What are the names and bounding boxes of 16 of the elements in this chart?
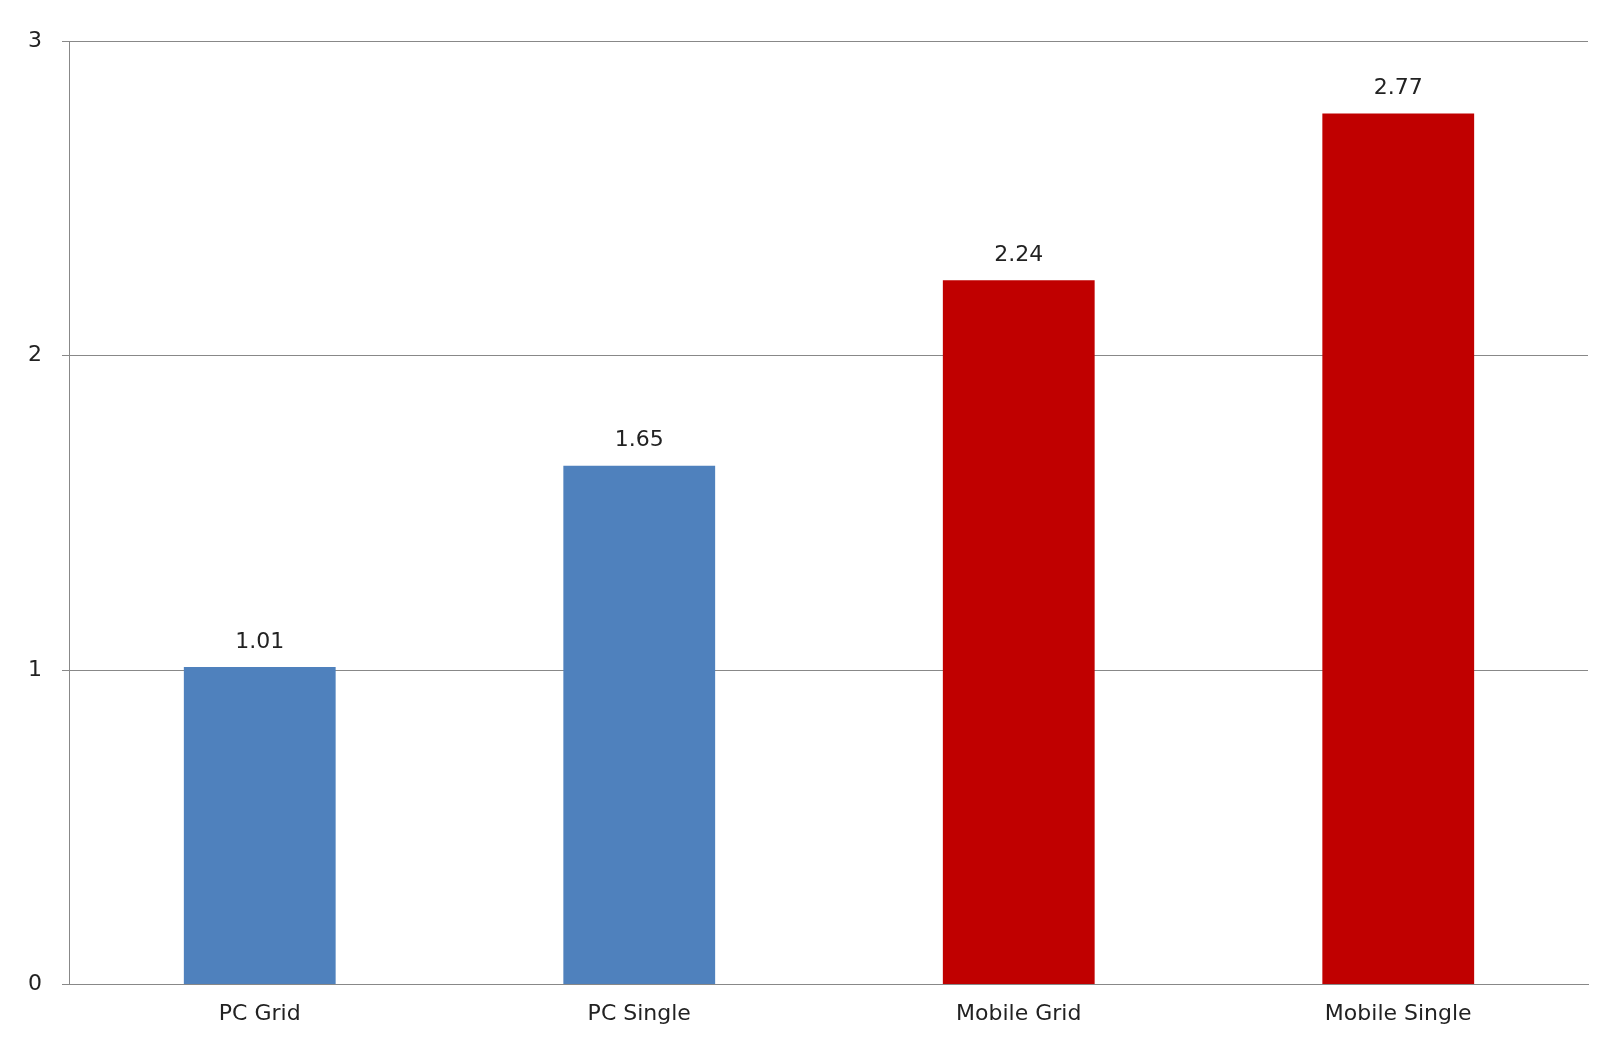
x-tick-label: PC Single	[587, 999, 691, 1025]
y-tick-label: 2	[28, 341, 42, 367]
x-tick-label: PC Grid	[218, 999, 301, 1025]
bar	[563, 465, 716, 985]
x-tick-label: Mobile Grid	[956, 999, 1082, 1025]
x-tick-label: Mobile Single	[1324, 999, 1472, 1025]
data-label: 1.65	[614, 426, 664, 452]
bar	[183, 666, 336, 985]
y-tick-label: 3	[28, 26, 42, 52]
bar	[942, 280, 1095, 985]
y-tick-label: 0	[28, 970, 42, 996]
data-label: 2.77	[1373, 74, 1423, 100]
y-tick-label: 1	[28, 655, 42, 681]
data-label: 2.24	[994, 240, 1044, 266]
bar	[1322, 113, 1475, 985]
data-label: 1.01	[235, 627, 285, 653]
